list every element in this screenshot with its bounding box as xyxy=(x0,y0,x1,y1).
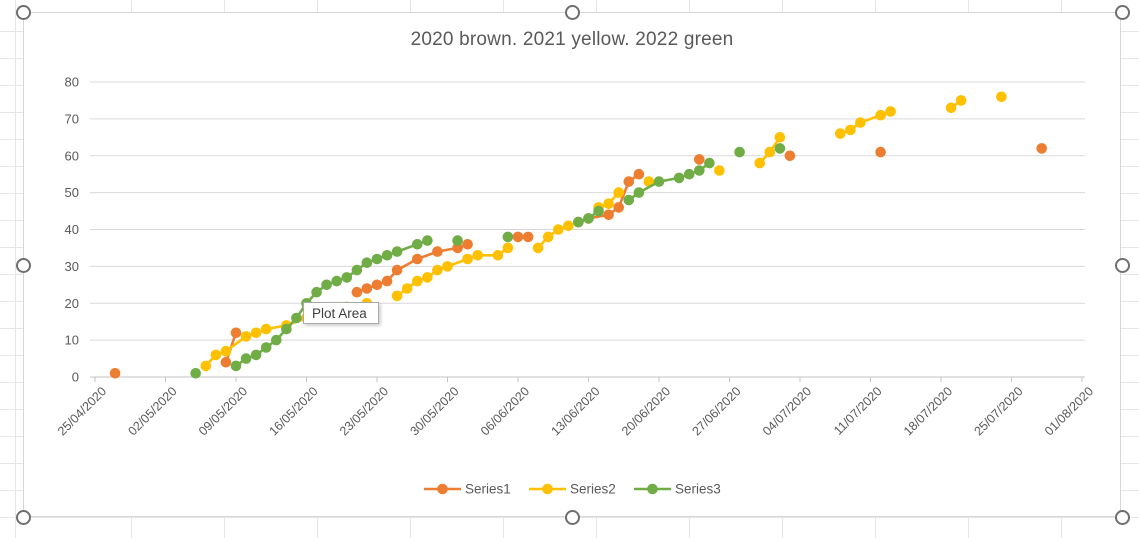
selection-handle-bottom-left[interactable] xyxy=(16,510,31,525)
selection-handle-top-right[interactable] xyxy=(1115,5,1130,20)
selection-handle-top-center[interactable] xyxy=(565,5,580,20)
selection-handle-middle-left[interactable] xyxy=(16,258,31,273)
selection-handle-top-left[interactable] xyxy=(16,5,31,20)
selection-handle-bottom-center[interactable] xyxy=(565,510,580,525)
plot-area-tooltip: Plot Area xyxy=(303,302,379,324)
selection-handle-bottom-right[interactable] xyxy=(1115,510,1130,525)
chart-object[interactable] xyxy=(23,12,1121,517)
chart-title[interactable]: 2020 brown. 2021 yellow. 2022 green xyxy=(410,29,734,50)
selection-handle-middle-right[interactable] xyxy=(1115,258,1130,273)
